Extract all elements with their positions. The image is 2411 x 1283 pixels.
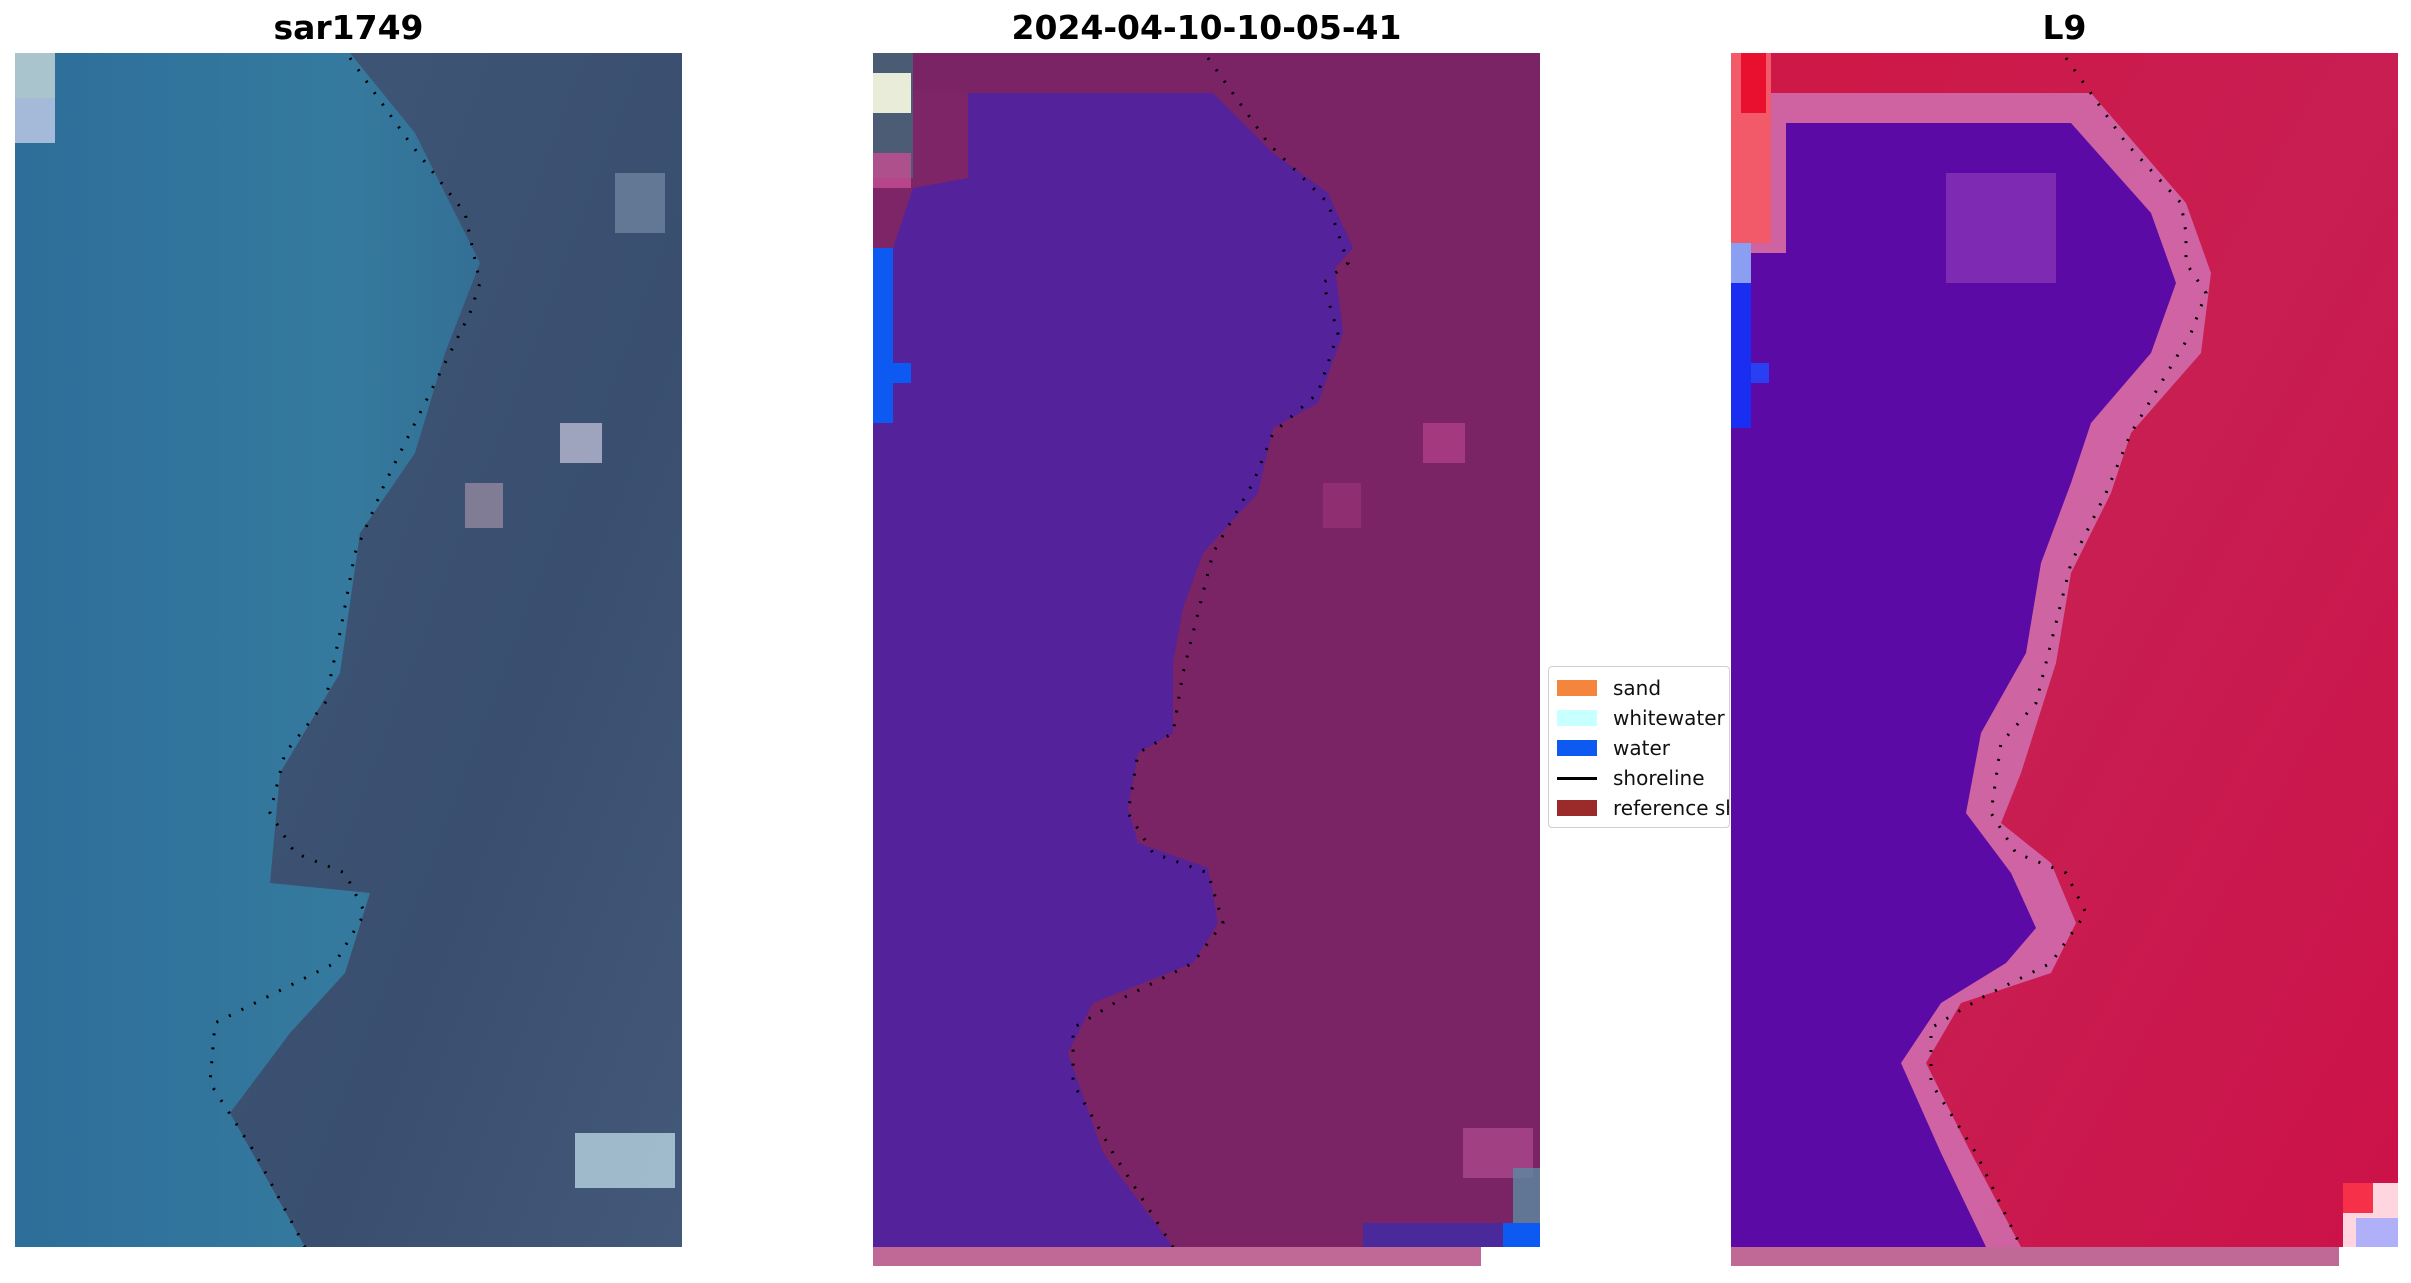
legend-item-water: water: [1557, 735, 1670, 761]
false-color-bottom-strip: [1731, 1247, 2339, 1266]
legend-line-shoreline: [1557, 776, 1597, 780]
panel-title-left: sar1749: [273, 8, 424, 47]
classified-image: [873, 53, 1540, 1247]
legend-item-whitewater: whitewater: [1557, 705, 1725, 731]
legend: sand whitewater water shoreline referenc…: [1548, 666, 1730, 828]
legend-label-whitewater: whitewater: [1613, 706, 1725, 730]
panel-title-middle: 2024-04-10-10-05-41: [1011, 8, 1402, 47]
legend-label-shoreline: shoreline: [1613, 766, 1705, 790]
legend-label-water: water: [1613, 736, 1670, 760]
panel-title-right: L9: [2042, 8, 2087, 47]
legend-swatch-sand: [1557, 680, 1597, 696]
classification-bottom-strip: [873, 1247, 1481, 1266]
false-color-panel: [1731, 53, 2398, 1247]
legend-label-sand: sand: [1613, 676, 1662, 700]
legend-item-shoreline: shoreline: [1557, 765, 1705, 791]
legend-swatch-whitewater: [1557, 710, 1597, 726]
classification-panel: [873, 53, 1540, 1247]
rgb-satellite-image: [15, 53, 682, 1247]
legend-item-reference-shoreline: reference shoreline: [1557, 795, 1729, 821]
legend-swatch-water: [1557, 740, 1597, 756]
legend-label-reference-shoreline: reference shoreline: [1613, 796, 1729, 820]
legend-item-sand: sand: [1557, 675, 1661, 701]
rgb-image-panel: [15, 53, 682, 1247]
legend-swatch-reference-shoreline: [1557, 800, 1597, 816]
false-color-image: [1731, 53, 2398, 1247]
